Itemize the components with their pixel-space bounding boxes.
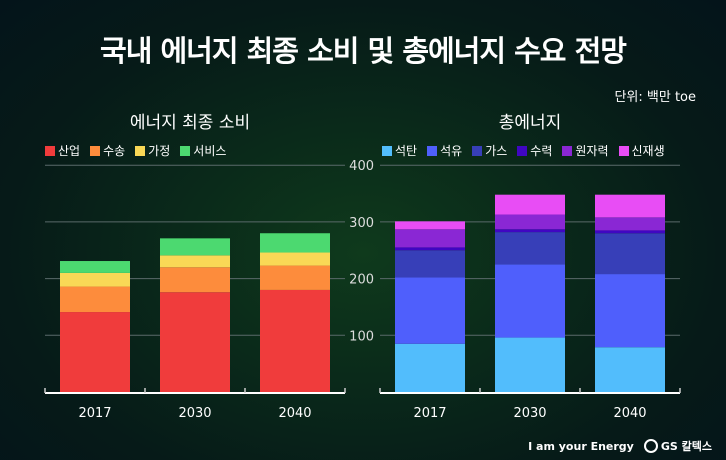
legend-label: 가스 (485, 144, 508, 158)
x-tick-label: 2030 (513, 406, 546, 421)
x-tick-label: 2017 (413, 406, 446, 421)
legend-item: 석유 (427, 142, 462, 159)
bar-segment-석유-2017 (395, 277, 465, 344)
bar-segment-산업-2030 (160, 292, 230, 392)
bar-segment-서비스-2040 (260, 233, 330, 253)
page-title: 국내 에너지 최종 소비 및 총에너지 수요 전망 (100, 34, 627, 68)
bar-segment-가스-2040 (595, 233, 665, 275)
chart-title-total-energy: 총에너지 (498, 113, 562, 133)
legend-label: 서비스 (193, 144, 227, 158)
legend-swatch (45, 145, 55, 156)
legend-swatch (472, 145, 483, 156)
bar-segment-가정-2030 (160, 255, 230, 268)
bar-segment-석탄-2030 (495, 337, 565, 392)
legend-swatch (517, 145, 528, 156)
bar-segment-원자력-2030 (495, 214, 565, 230)
bar-segment-산업-2017 (60, 312, 130, 392)
legend-label: 원자력 (575, 144, 609, 158)
x-tick-label: 2040 (613, 406, 646, 421)
bar-segment-수력-2040 (595, 230, 665, 234)
bar-segment-서비스-2030 (160, 238, 230, 256)
bar-segment-석탄-2040 (595, 347, 665, 392)
bar-segment-가정-2040 (260, 252, 330, 266)
legend-swatch (562, 145, 573, 156)
legend-swatch (180, 145, 191, 156)
bar-segment-신재생-2030 (495, 194, 565, 215)
gs-logo: GS 칼텍스 (643, 438, 712, 454)
bar-segment-원자력-2017 (395, 229, 465, 248)
legend-label: 석유 (440, 144, 463, 158)
bar-segment-산업-2040 (260, 289, 330, 392)
legend-swatch (382, 145, 392, 156)
gs-logo-icon (643, 439, 658, 453)
legend-item: 가스 (472, 142, 507, 159)
legend-item: 석탄 (382, 142, 417, 159)
bar-segment-석유-2030 (495, 264, 565, 338)
legend-label: 석탄 (395, 144, 418, 158)
bar-segment-석탄-2017 (395, 343, 465, 392)
x-tick-label: 2017 (78, 406, 111, 421)
legend-label: 산업 (58, 144, 81, 158)
legend-item: 수력 (517, 142, 552, 159)
legend-swatch (427, 145, 438, 156)
bar-segment-가정-2017 (60, 272, 130, 287)
legend-label: 가정 (148, 144, 171, 158)
x-tick-label: 2030 (178, 406, 211, 421)
legend-swatch (618, 145, 629, 156)
bar-segment-수력-2017 (395, 247, 465, 251)
y-tick-label: 200 (349, 273, 374, 288)
bar-segment-석유-2040 (595, 274, 665, 348)
unit-label: 단위: 백만 toe (614, 90, 696, 105)
legend-swatch (135, 145, 146, 156)
y-tick-label: 100 (349, 329, 374, 344)
bar-segment-신재생-2017 (395, 221, 465, 230)
legend-total-energy: 석탄 석유 가스 수력 원자력 신재생 (382, 142, 665, 159)
bar-segment-서비스-2017 (60, 261, 130, 273)
legend-item: 서비스 (180, 142, 226, 159)
footer: I am your Energy GS 칼텍스 (528, 438, 712, 454)
legend-item: 수송 (90, 142, 125, 159)
bar-segment-신재생-2040 (595, 194, 665, 218)
legend-item: 가정 (135, 142, 170, 159)
legend-label: 수송 (103, 144, 126, 158)
legend-label: 신재생 (631, 144, 665, 158)
bar-segment-수송-2040 (260, 265, 330, 290)
legend-item: 신재생 (618, 142, 665, 159)
y-tick-label: 300 (349, 216, 374, 231)
bar-segment-원자력-2040 (595, 217, 665, 231)
chart-title-final-consumption: 에너지 최종 소비 (129, 113, 251, 133)
x-tick-label: 2040 (278, 406, 311, 421)
bar-segment-가스-2030 (495, 232, 565, 265)
bar-segment-수력-2030 (495, 229, 565, 233)
legend-final-consumption: 산업 수송 가정 서비스 (45, 142, 226, 159)
legend-item: 산업 (45, 142, 80, 159)
legend-item: 원자력 (562, 142, 609, 159)
y-tick-label: 400 (349, 159, 374, 174)
bar-segment-수송-2017 (60, 286, 130, 313)
slogan: I am your Energy (528, 439, 634, 453)
bar-segment-가스-2017 (395, 250, 465, 278)
bar-segment-수송-2030 (160, 267, 230, 293)
legend-label: 수력 (530, 144, 553, 158)
legend-swatch (90, 145, 101, 156)
